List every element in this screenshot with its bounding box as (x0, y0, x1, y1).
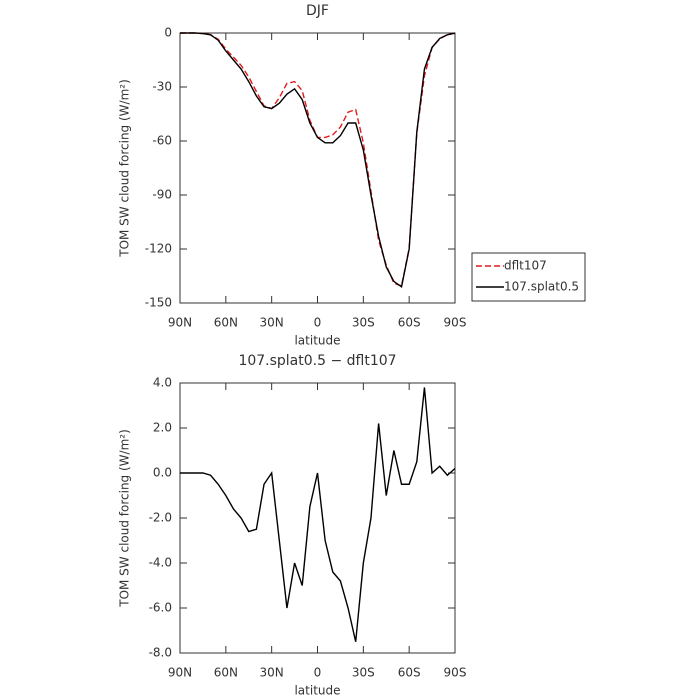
y-tick-label: 0.0 (153, 466, 172, 480)
plot-frame (179, 382, 456, 654)
data-line (180, 32, 456, 288)
legend-label: 107.splat0.5 (504, 280, 579, 294)
x-tick-label: 0 (314, 666, 322, 680)
legend-box (471, 252, 586, 302)
chart-title: DJF (306, 3, 329, 19)
y-tick-label: 0 (164, 26, 172, 40)
x-tick-label: 0 (314, 316, 322, 330)
y-tick-label: 2.0 (153, 421, 172, 435)
x-axis-label: latitude (294, 684, 340, 698)
y-tick-label: -150 (145, 296, 172, 310)
y-tick-label: 4.0 (153, 376, 172, 390)
y-axis-label: TOM SW cloud forcing (W/m²) (118, 79, 132, 258)
plot-frame (179, 32, 456, 304)
x-tick-label: 90N (168, 316, 192, 330)
data-line (180, 387, 456, 642)
x-tick-label: 30S (352, 666, 375, 680)
legend-label: dflt107 (504, 259, 547, 273)
y-tick-label: -30 (152, 80, 172, 94)
x-tick-label: 60N (214, 666, 238, 680)
y-tick-label: -60 (152, 134, 172, 148)
x-tick-label: 90S (444, 316, 467, 330)
data-line (180, 32, 456, 287)
x-tick-label: 60S (398, 666, 421, 680)
y-tick-label: -8.0 (149, 646, 172, 660)
y-tick-label: -120 (145, 242, 172, 256)
x-tick-label: 60S (398, 316, 421, 330)
x-tick-label: 90N (168, 666, 192, 680)
x-tick-label: 30N (260, 316, 284, 330)
chart-title: 107.splat0.5 − dflt107 (238, 353, 396, 369)
y-tick-label: -90 (152, 188, 172, 202)
y-tick-label: -6.0 (149, 601, 172, 615)
x-tick-label: 30N (260, 666, 284, 680)
x-tick-label: 90S (444, 666, 467, 680)
y-tick-label: -4.0 (149, 556, 172, 570)
y-tick-label: -2.0 (149, 511, 172, 525)
x-tick-label: 30S (352, 316, 375, 330)
x-axis-label: latitude (294, 334, 340, 348)
y-axis-label: TOM SW cloud forcing (W/m²) (118, 429, 132, 608)
x-tick-label: 60N (214, 316, 238, 330)
